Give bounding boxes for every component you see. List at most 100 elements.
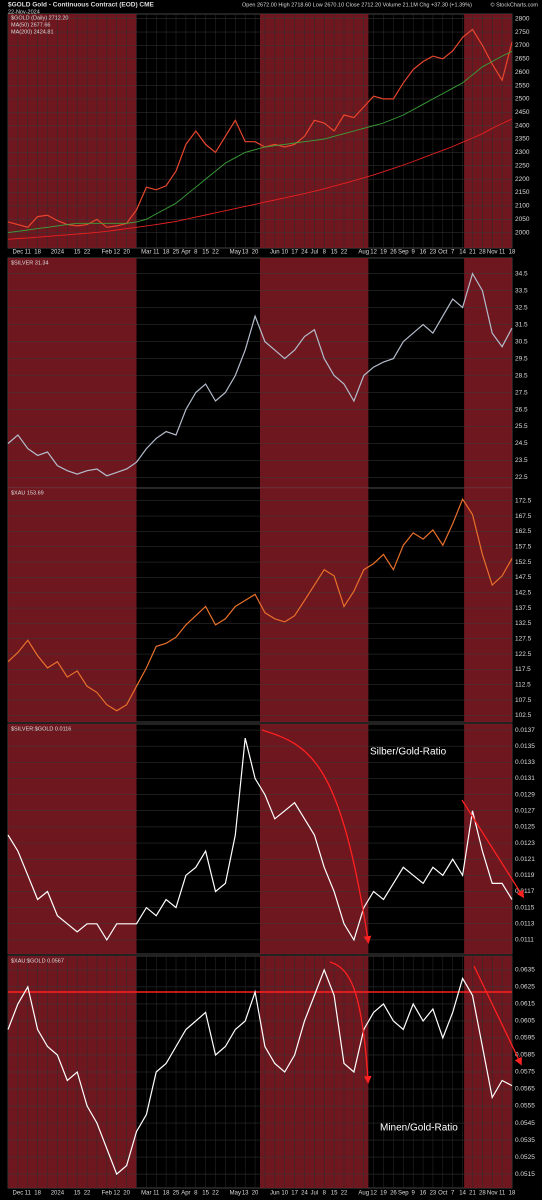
x-tick-label: 13 <box>242 1191 249 1197</box>
y-tick-label: 167.5 <box>515 513 532 520</box>
y-tick-label: 0.0545 <box>515 1120 535 1127</box>
x-tick-label: Mar <box>141 250 151 256</box>
x-tick-label: 2024 <box>51 1191 65 1197</box>
x-tick-label: Dec <box>13 250 24 256</box>
y-tick-label: 2550 <box>515 82 530 89</box>
highlight-band <box>8 724 137 954</box>
x-tick-label: 22 <box>212 1191 219 1197</box>
y-tick-label: 107.5 <box>515 697 532 704</box>
y-tick-label: 2800 <box>515 15 530 22</box>
y-tick-label: 2100 <box>515 203 530 210</box>
x-tick-label: Dec <box>13 1191 24 1197</box>
x-tick-label: 23 <box>430 1191 437 1197</box>
x-tick-label: 15 <box>331 1191 338 1197</box>
y-tick-label: 0.0127 <box>515 807 535 814</box>
x-tick-label: Jul <box>311 250 319 256</box>
y-tick-label: 137.5 <box>515 605 532 612</box>
y-tick-label: 2300 <box>515 149 530 156</box>
x-tick-label: 8 <box>194 250 198 256</box>
x-tick-label: 20 <box>252 1191 259 1197</box>
y-tick-label: 0.0125 <box>515 824 535 831</box>
annotation: Silber/Gold-Ratio <box>370 747 447 758</box>
y-tick-label: 0.0575 <box>515 1069 535 1076</box>
y-tick-label: 30.5 <box>515 338 528 345</box>
x-tick-label: 21 <box>469 250 476 256</box>
x-tick-label: Jun <box>270 1191 280 1197</box>
y-tick-label: 0.0123 <box>515 840 535 847</box>
x-tick-label: 11 <box>153 250 160 256</box>
x-tick-label: 18 <box>163 1191 170 1197</box>
y-tick-label: 0.0113 <box>515 920 535 927</box>
x-tick-label: Sep <box>398 1191 409 1197</box>
x-tick-label: 11 <box>153 1191 160 1197</box>
series-line <box>7 28 513 228</box>
arrow <box>329 961 372 1084</box>
x-tick-label: 22 <box>212 250 219 256</box>
y-tick-label: 102.5 <box>515 712 532 719</box>
y-tick-label: 28.5 <box>515 372 528 379</box>
y-tick-label: 2600 <box>515 69 530 76</box>
y-tick-label: 0.0525 <box>515 1154 535 1161</box>
y-tick-label: 0.0635 <box>515 967 535 974</box>
x-tick-label: Nov <box>487 1191 498 1197</box>
x-tick-label: Apr <box>181 1191 190 1197</box>
x-tick-label: 2024 <box>51 250 65 256</box>
x-tick-label: 20 <box>123 1191 130 1197</box>
x-tick-label: 22 <box>341 250 348 256</box>
arrow <box>461 799 525 899</box>
x-tick-label: 20 <box>252 250 259 256</box>
x-tick-label: 19 <box>380 1191 387 1197</box>
x-tick-label: 15 <box>331 250 338 256</box>
y-tick-label: 122.5 <box>515 651 532 658</box>
legend-entry: $SILVER 31.34 <box>11 260 49 266</box>
y-tick-label: 2350 <box>515 136 530 143</box>
y-tick-label: 2500 <box>515 96 530 103</box>
y-tick-label: 0.0555 <box>515 1103 535 1110</box>
x-tick-label: 12 <box>113 250 120 256</box>
y-tick-label: 0.0625 <box>515 984 535 991</box>
x-tick-label: 26 <box>390 250 397 256</box>
x-tick-label: 18 <box>509 250 516 256</box>
arrow <box>261 729 372 944</box>
x-tick-label: 14 <box>459 250 466 256</box>
x-tick-label: 28 <box>479 250 486 256</box>
y-tick-label: 27.5 <box>515 389 528 396</box>
y-tick-label: 22.5 <box>515 474 528 481</box>
y-tick-label: 157.5 <box>515 543 532 550</box>
series-line <box>7 737 513 942</box>
x-tick-label: 26 <box>390 1191 397 1197</box>
x-tick-label: Nov <box>487 250 498 256</box>
x-tick-label: Oct <box>438 250 448 256</box>
x-tick-label: 25 <box>173 250 180 256</box>
x-tick-label: 8 <box>323 1191 327 1197</box>
highlight-band <box>260 258 369 488</box>
x-tick-label: Jul <box>311 1191 319 1197</box>
x-tick-label: Mar <box>141 1191 151 1197</box>
y-tick-label: 2200 <box>515 176 530 183</box>
x-tick-label: 22 <box>84 250 91 256</box>
y-tick-label: 2700 <box>515 42 530 49</box>
quote-info: Open 2672.00 High 2718.60 Low 2670.10 Cl… <box>242 2 472 8</box>
x-tick-label: 12 <box>370 1191 377 1197</box>
x-tick-label: 17 <box>291 1191 298 1197</box>
y-tick-label: 25.5 <box>515 423 528 430</box>
series-line <box>7 497 513 712</box>
series-line <box>7 50 513 234</box>
y-tick-label: 142.5 <box>515 589 532 596</box>
highlight-band <box>8 14 137 248</box>
x-tick-label: 17 <box>291 250 298 256</box>
x-tick-label: 24 <box>301 1191 308 1197</box>
y-tick-label: 2450 <box>515 109 530 116</box>
x-tick-label: 11 <box>25 250 32 256</box>
legend-entry: $GOLD (Daily) 2712.20 <box>11 15 68 21</box>
highlight-band <box>260 724 369 954</box>
y-tick-label: 29.5 <box>515 355 528 362</box>
legend-entry: $XAU 153.69 <box>11 490 44 496</box>
x-tick-label: 11 <box>25 1191 32 1197</box>
y-tick-label: 2250 <box>515 162 530 169</box>
date: 22-Nov-2024 <box>8 9 40 15</box>
y-tick-label: 0.0121 <box>515 856 535 863</box>
x-tick-label: 8 <box>194 1191 198 1197</box>
legend-entry: MA(50) 2677.66 <box>11 22 50 28</box>
y-tick-label: 31.5 <box>515 321 528 328</box>
